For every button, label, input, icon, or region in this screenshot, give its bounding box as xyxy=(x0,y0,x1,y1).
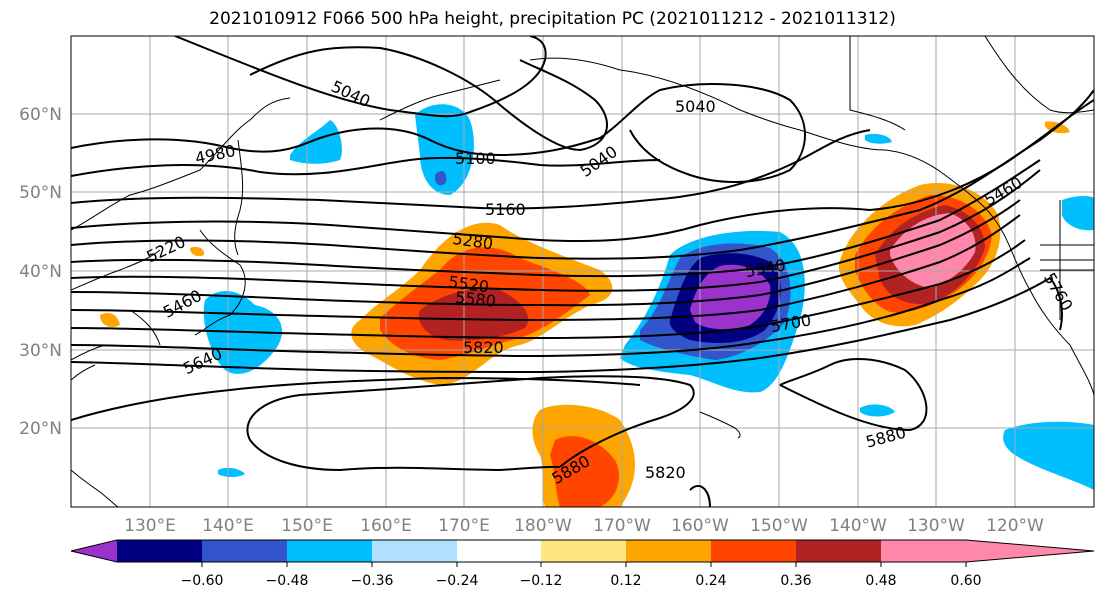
colorbar-segment xyxy=(711,540,796,562)
colorbar-tick-label: 0.36 xyxy=(780,573,811,589)
map-title: 2021010912 F066 500 hPa height, precipit… xyxy=(209,9,896,29)
colorbar-tick-label: −0.36 xyxy=(351,573,394,589)
latitude-label: 40°N xyxy=(19,262,62,282)
longitude-label: 160°W xyxy=(671,516,729,536)
longitude-label: 160°E xyxy=(360,516,412,536)
longitude-label: 180°W xyxy=(514,516,572,536)
longitude-label: 130°W xyxy=(907,516,965,536)
colorbar-segment xyxy=(626,540,711,562)
colorbar-segment xyxy=(202,540,287,562)
colorbar-tick-label: −0.60 xyxy=(181,573,224,589)
latitude-label: 60°N xyxy=(19,105,62,125)
colorbar-segment xyxy=(796,540,881,562)
colorbar-segment xyxy=(71,540,117,562)
colorbar-segment xyxy=(372,540,457,562)
contour-label: 5040 xyxy=(675,97,716,116)
colorbar-segment xyxy=(881,540,966,562)
colorbar-tick-label: −0.24 xyxy=(436,573,479,589)
longitude-label: 150°E xyxy=(281,516,333,536)
colorbar: −0.60 −0.48 −0.36 −0.24 −0.12 0.12 0.24 … xyxy=(70,539,1095,589)
longitude-label: 170°W xyxy=(593,516,651,536)
colorbar-tick-label: 0.60 xyxy=(950,573,981,589)
contour-label: 5820 xyxy=(645,463,686,482)
longitude-label: 120°W xyxy=(986,516,1044,536)
longitude-label: 130°E xyxy=(124,516,176,536)
map-border xyxy=(70,35,1095,508)
colorbar-tick-label: 0.24 xyxy=(695,573,726,589)
colorbar-ticks xyxy=(201,562,967,567)
contour-label: 5580 xyxy=(454,288,496,311)
colorbar-segment xyxy=(287,540,372,562)
contour-label: 5820 xyxy=(463,338,504,357)
colorbar-tick-label: −0.12 xyxy=(520,573,563,589)
colorbar-segment xyxy=(541,540,626,562)
colorbar-tick-label: −0.48 xyxy=(266,573,309,589)
colorbar-segment xyxy=(966,540,1094,562)
latitude-label: 30°N xyxy=(19,341,62,361)
latitude-axis: 60°N 50°N 40°N 30°N 20°N xyxy=(19,105,62,439)
colorbar-segment xyxy=(457,540,541,562)
longitude-label: 140°E xyxy=(202,516,254,536)
colorbar-tick-label: 0.48 xyxy=(865,573,896,589)
longitude-axis: 130°E 140°E 150°E 160°E 170°E 180°W 170°… xyxy=(124,516,1044,536)
latitude-label: 20°N xyxy=(19,419,62,439)
colorbar-segment xyxy=(117,540,202,562)
longitude-label: 150°W xyxy=(750,516,808,536)
contour-label: 5160 xyxy=(485,200,526,219)
colorbar-tick-label: 0.12 xyxy=(610,573,641,589)
contour-label: 5100 xyxy=(455,149,496,168)
graticule xyxy=(71,36,1094,507)
colorbar-outline xyxy=(70,539,1095,563)
longitude-label: 140°W xyxy=(829,516,887,536)
height-contours xyxy=(71,36,1094,507)
latitude-label: 50°N xyxy=(19,183,62,203)
longitude-label: 170°E xyxy=(438,516,490,536)
